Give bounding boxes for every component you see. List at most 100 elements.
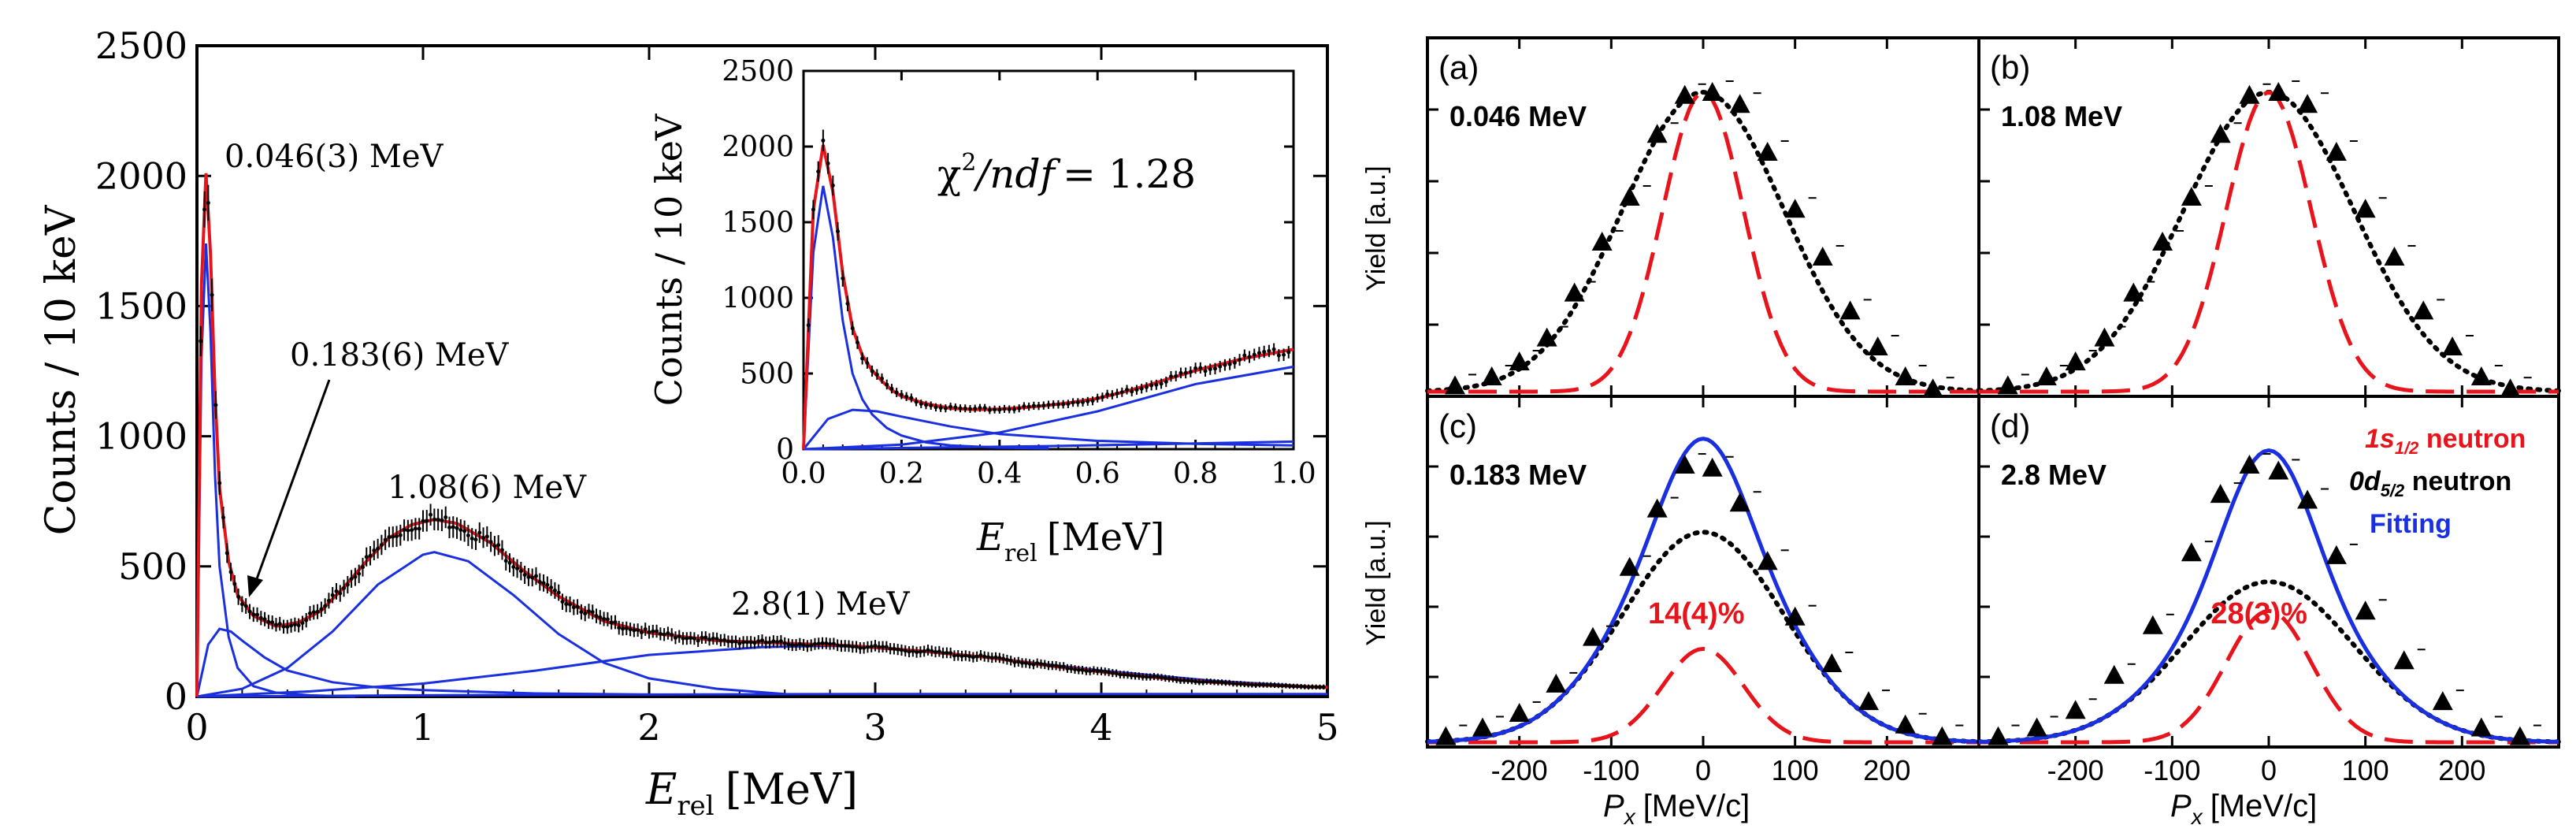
spectrum-data-point bbox=[1283, 683, 1288, 688]
panels-xlabel-right: Px [MeV/c] bbox=[2170, 789, 2317, 829]
panel-c-xtick-label: 200 bbox=[1863, 754, 1910, 786]
panel-b-data-point bbox=[2123, 282, 2144, 302]
inset-data-point bbox=[1208, 367, 1212, 372]
peak-label-108: 1.08(6) MeV bbox=[388, 470, 587, 506]
inset-data-point bbox=[978, 406, 982, 411]
spectrum-data-point bbox=[752, 641, 757, 645]
legend-s-wave: 1s1/2 neutron bbox=[2365, 424, 2526, 458]
panel-c-data-point bbox=[1583, 626, 1603, 646]
inset-data-point bbox=[1149, 383, 1154, 388]
inset-data-point bbox=[1252, 352, 1256, 357]
legend-d-sub: 5/2 bbox=[2381, 481, 2405, 500]
spectrum-data-point bbox=[989, 656, 994, 660]
inset-data-point bbox=[1095, 396, 1100, 400]
panel-d-data-point bbox=[2393, 650, 2415, 670]
panel-a-data-point bbox=[1757, 142, 1778, 161]
spectrum-data-point bbox=[1133, 674, 1138, 678]
chi-ndf: /ndf bbox=[973, 151, 1060, 197]
spectrum-data-point bbox=[881, 645, 885, 649]
spectrum-data-point bbox=[809, 643, 814, 648]
inset-data-point bbox=[850, 326, 855, 331]
spectrum-data-point bbox=[673, 635, 677, 640]
spectrum-data-point bbox=[760, 638, 764, 643]
legend: 1s1/2 neutron 0d5/2 neutron Fitting bbox=[2349, 424, 2526, 539]
spectrum-data-point bbox=[575, 604, 580, 609]
spectrum-data-point bbox=[549, 585, 554, 590]
spectrum-xtick-label: 0 bbox=[185, 706, 208, 749]
inset-curve-non-resonant bbox=[803, 440, 1294, 451]
inset-data-point bbox=[1125, 388, 1130, 392]
inset-data-point bbox=[909, 396, 914, 400]
spectrum-data-point bbox=[586, 609, 591, 614]
panel-a-data-point bbox=[1812, 247, 1833, 266]
px-unit-left: [MeV/c] bbox=[1643, 789, 1750, 823]
spectrum-data-point bbox=[828, 641, 833, 646]
spectrum-data-point bbox=[239, 602, 244, 607]
spectrum-xtick-label: 5 bbox=[1316, 706, 1338, 749]
spectrum-data-point bbox=[1023, 661, 1028, 666]
px-main-left: P bbox=[1603, 789, 1624, 823]
spectrum-data-point bbox=[518, 569, 523, 574]
spectrum-data-point bbox=[733, 639, 738, 644]
spectrum-data-point bbox=[598, 615, 603, 619]
spectrum-data-point bbox=[202, 207, 207, 212]
spectrum-data-point bbox=[330, 593, 335, 597]
spectrum-data-point bbox=[655, 629, 659, 634]
inset-curve-resonance-1-08-mev bbox=[803, 365, 1294, 451]
spectrum-data-point bbox=[934, 649, 938, 654]
spectrum-data-point bbox=[1295, 684, 1300, 689]
inset-data-point bbox=[1056, 402, 1060, 407]
spectrum-data-point bbox=[507, 560, 512, 565]
spectrum-ylabel: Counts / 10 keV bbox=[38, 204, 85, 535]
panel-b-data-point bbox=[2268, 82, 2289, 101]
spectrum-data-point bbox=[1208, 679, 1213, 684]
inset-curve-resonance-0-183-mev bbox=[802, 408, 1294, 450]
inset-xtick-label: 0.4 bbox=[977, 458, 1022, 490]
inset-data-point bbox=[1262, 349, 1267, 354]
inset-data-point bbox=[1011, 407, 1016, 412]
spectrum-data-point bbox=[1223, 680, 1228, 685]
spectrum-data-point bbox=[560, 600, 565, 604]
panel-c-data-point bbox=[1546, 673, 1567, 693]
spectrum-xlabel-main: E bbox=[645, 764, 677, 814]
spectrum-data-point bbox=[281, 624, 286, 629]
inset-data-point bbox=[1174, 374, 1179, 378]
spectrum-data-point bbox=[617, 626, 622, 630]
panel-d-data-point bbox=[2181, 542, 2202, 562]
spectrum-data-point bbox=[1004, 657, 1009, 662]
inset-data-point bbox=[1090, 399, 1095, 403]
inset-data-point bbox=[1022, 404, 1026, 409]
px-main-right: P bbox=[2170, 789, 2192, 823]
panel-d-energy-label: 2.8 MeV bbox=[2001, 459, 2106, 491]
panel-d-xtick-label: -200 bbox=[2047, 754, 2104, 786]
spectrum-data-point bbox=[326, 598, 331, 603]
spectrum-data-point bbox=[206, 200, 210, 205]
inset-data-point bbox=[1139, 386, 1144, 391]
spectrum-data-point bbox=[1204, 679, 1209, 684]
spectrum-data-point bbox=[541, 581, 546, 585]
inset-data-point bbox=[1017, 406, 1022, 411]
panel-c-s-wave-curve bbox=[1427, 646, 1979, 745]
legend-s-rest: neutron bbox=[2418, 424, 2526, 454]
inset-data-point bbox=[860, 356, 865, 361]
panel-c-data-point bbox=[1858, 691, 1879, 711]
panel-content: (a) 0.046 MeV (b) 1.08 MeV (c) 0.183 MeV -200 -… bbox=[1425, 38, 2561, 786]
spectrum-data-point bbox=[338, 591, 343, 596]
spectrum-data-point bbox=[993, 655, 998, 660]
panel-d-s-wave-curve bbox=[1979, 608, 2559, 745]
spectrum-data-point bbox=[937, 649, 941, 654]
spectrum-data-point bbox=[289, 623, 294, 628]
inset-data-point bbox=[914, 400, 919, 404]
inset-data-point bbox=[1002, 407, 1007, 411]
panel-a-tag: (a) bbox=[1438, 49, 1479, 86]
panel-c-data-point bbox=[1932, 726, 1953, 745]
spectrum-data-point bbox=[522, 572, 527, 577]
inset-data-point bbox=[1061, 402, 1066, 407]
panel-a-data-point bbox=[1445, 375, 1465, 395]
inset-xlabel: Erel [MeV] bbox=[976, 515, 1164, 567]
inset-data-point bbox=[1179, 370, 1183, 375]
panel-d-data-point bbox=[2268, 460, 2289, 480]
inset-data-point bbox=[1031, 403, 1036, 408]
spectrum-data-point bbox=[1027, 661, 1032, 666]
inset-data-point bbox=[841, 276, 845, 281]
